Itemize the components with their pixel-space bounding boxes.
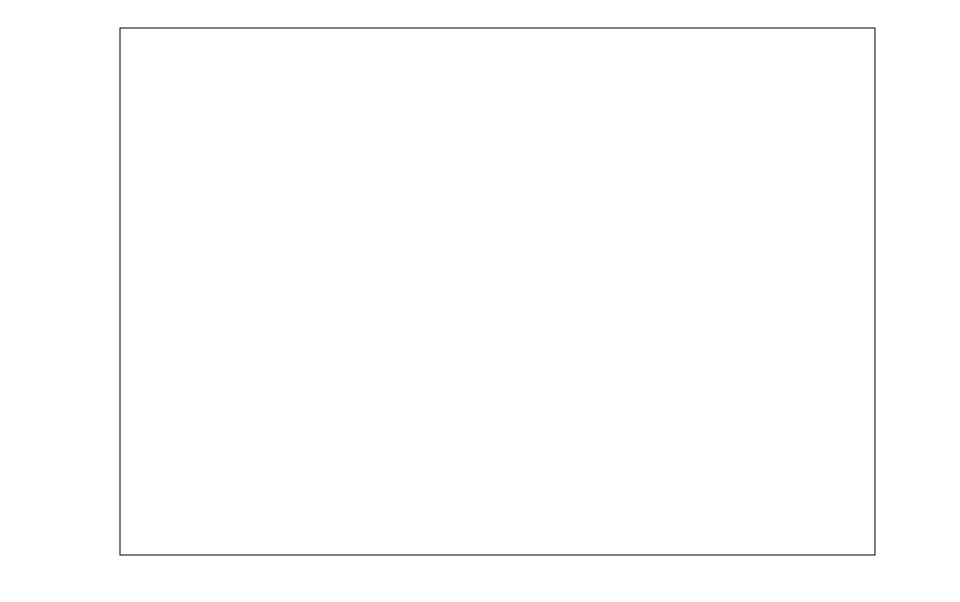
plot-border	[120, 28, 875, 555]
chart-svg	[0, 0, 960, 602]
profit-chart	[0, 0, 960, 602]
